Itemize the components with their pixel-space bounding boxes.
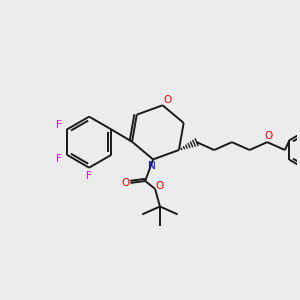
Text: O: O	[122, 178, 130, 188]
Text: O: O	[164, 95, 172, 105]
Text: O: O	[156, 181, 164, 191]
Text: F: F	[86, 172, 92, 182]
Text: O: O	[264, 131, 272, 141]
Text: F: F	[56, 120, 62, 130]
Text: N: N	[148, 161, 156, 171]
Text: F: F	[56, 154, 62, 164]
